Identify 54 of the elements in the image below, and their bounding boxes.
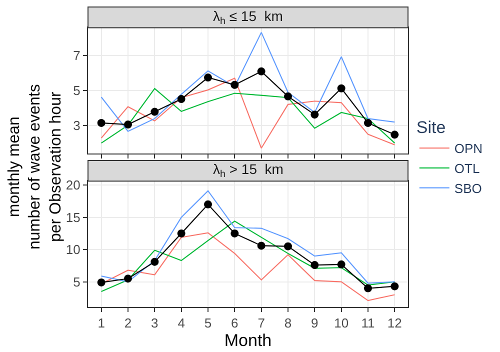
point — [364, 284, 372, 292]
y-axis-title: monthly mean number of wave events per Observation hour — [6, 84, 64, 250]
point — [390, 130, 399, 139]
chart-title: λ$_{h}$ ≤ 15 km — [213, 8, 283, 27]
point — [257, 242, 266, 250]
y-tick-label: 5 — [73, 83, 80, 98]
chart-title: λ$_{h}$ > 15 km — [213, 161, 284, 180]
line-series — [100, 78, 396, 149]
x-tick-label: 9 — [311, 316, 318, 331]
legend-label: OPN — [454, 141, 483, 156]
point — [230, 80, 239, 89]
point — [364, 118, 372, 127]
point — [177, 229, 186, 238]
x-tick-label: 2 — [124, 316, 132, 331]
legend-title: Site — [416, 118, 446, 138]
x-tick-label: 8 — [284, 316, 292, 331]
point — [97, 118, 106, 127]
point — [97, 278, 106, 286]
point — [284, 92, 292, 100]
x-tick-label: 6 — [231, 316, 238, 331]
line-series — [100, 88, 396, 144]
x-tick-label: 5 — [204, 316, 212, 331]
x-tick-label: 7 — [258, 316, 265, 331]
x-tick-label: 4 — [178, 316, 185, 331]
x-tick-label: 10 — [334, 316, 349, 331]
y-tick-label: 15 — [66, 210, 80, 225]
x-tick-label: 12 — [387, 316, 402, 331]
point — [390, 282, 399, 290]
point — [150, 108, 159, 116]
point — [337, 84, 346, 92]
x-tick-label: 1 — [98, 316, 105, 331]
point — [310, 261, 319, 270]
legend-label: OTL — [454, 161, 480, 176]
point — [150, 258, 159, 266]
line-series — [100, 32, 396, 132]
y-tick-label: 20 — [66, 178, 80, 193]
y-tick-label: 10 — [66, 242, 80, 258]
point — [204, 200, 212, 208]
y-tick-label: 3 — [73, 118, 80, 134]
legend-label: SBO — [454, 180, 482, 196]
x-tick-label: 11 — [361, 316, 375, 331]
point — [337, 260, 346, 268]
y-tick-label: 7 — [73, 48, 80, 64]
point — [124, 120, 132, 129]
point — [204, 74, 212, 82]
point — [230, 229, 239, 238]
x-tick-label: 3 — [151, 316, 158, 331]
point — [284, 242, 292, 250]
point — [124, 274, 132, 283]
point — [310, 110, 319, 119]
y-tick-label: 5 — [73, 274, 80, 290]
x-axis-title: Month — [224, 331, 272, 350]
point — [257, 67, 266, 76]
point — [177, 95, 186, 104]
